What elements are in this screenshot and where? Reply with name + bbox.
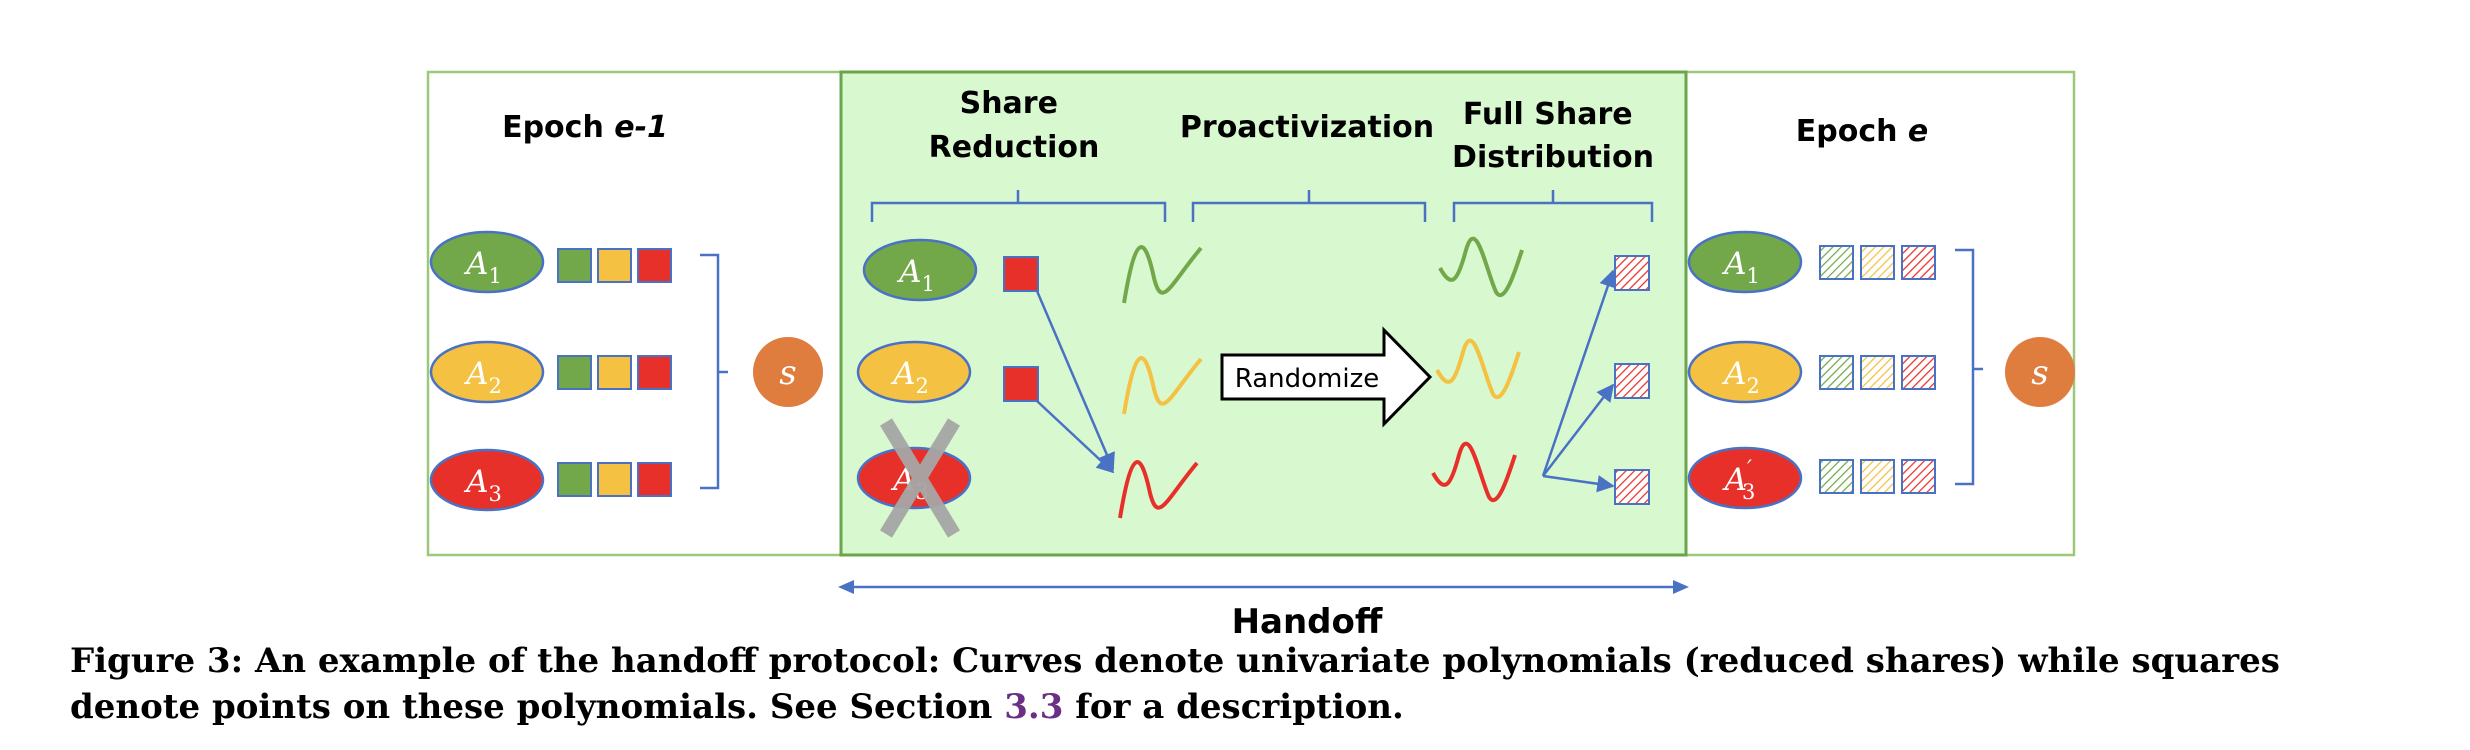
figure-caption: Figure 3: An example of the handoff prot… (70, 641, 2280, 727)
distribution-arrow-3 (1542, 474, 1615, 493)
reduced-polynomial-curve-green (1122, 245, 1203, 304)
share-squares-row-2 (557, 355, 672, 390)
distribution-arrow-1 (1541, 269, 1617, 477)
secret-node-right: s (2005, 337, 2075, 407)
svg-text:A2: A2 (890, 356, 929, 398)
full-share-point-3 (1614, 469, 1650, 505)
full-share-point-1 (1614, 255, 1650, 291)
svg-text:A1: A1 (463, 246, 502, 288)
svg-text:A2: A2 (1721, 356, 1760, 398)
new-server-node-a2: A2 (1687, 340, 1803, 404)
phase-title-share-reduction: Share Reduction (929, 86, 1100, 165)
share-squares-row-3 (557, 462, 672, 497)
svg-text:Randomize: Randomize (1235, 364, 1380, 394)
new-share-squares-row-3 (1819, 459, 1936, 494)
svg-text:s: s (779, 353, 796, 393)
interpolation-arrow-1 (1035, 290, 1115, 471)
section-link[interactable]: 3.3 (1004, 687, 1064, 727)
reduced-share-point-1 (1003, 256, 1039, 292)
svg-text:A2: A2 (463, 356, 502, 398)
handoff-diagram: Epoch e-1 A1 A2 A3 s Share Reduction Pro… (426, 70, 2076, 640)
new-server-node-a1: A1 (1687, 230, 1803, 294)
secret-node-left: s (753, 337, 823, 407)
new-share-squares-row-2 (1819, 355, 1936, 390)
full-polynomial-curve-yellow (1435, 338, 1521, 399)
svg-text:s: s (2031, 353, 2048, 393)
epoch-right-title: Epoch e (1796, 114, 1929, 149)
phase-title-proactivization: Proactivization (1180, 110, 1434, 145)
reduced-polynomial-curve-red (1118, 460, 1199, 519)
handoff-server-a2: A2 (856, 340, 972, 404)
svg-text:A′3: A′ 3 (1722, 457, 1756, 504)
server-node-a1: A1 (429, 230, 545, 294)
svg-text:A1: A1 (896, 254, 935, 296)
new-share-squares-row-1 (1819, 245, 1936, 280)
handoff-server-a1: A1 (862, 238, 978, 302)
right-brace-left (700, 253, 728, 490)
distribution-arrow-2 (1542, 383, 1615, 477)
full-polynomial-curve-red (1431, 441, 1517, 502)
right-brace-right (1955, 248, 1983, 486)
interpolation-arrow-2 (1036, 400, 1115, 474)
full-share-point-2 (1614, 363, 1650, 399)
cross-out-icon (880, 418, 960, 538)
svg-text:A3: A3 (463, 464, 502, 506)
phase-title-full-share-distribution: Full Share Distribution (1452, 97, 1654, 175)
phase-brace-proactivization (1191, 190, 1427, 222)
share-squares-row-1 (557, 248, 672, 283)
handoff-span-arrow (838, 580, 1689, 594)
reduced-polynomial-curve-yellow (1122, 356, 1203, 415)
randomize-arrow: Randomize (1220, 326, 1433, 428)
svg-text:A1: A1 (1721, 246, 1760, 288)
phase-brace-share-reduction (870, 190, 1167, 222)
server-node-a3: A3 (429, 448, 545, 512)
server-node-a2: A2 (429, 340, 545, 404)
reduced-share-point-2 (1003, 366, 1039, 402)
full-polynomial-curve-green (1438, 236, 1524, 297)
handoff-label: Handoff (1232, 602, 1383, 640)
phase-brace-full-share-distribution (1452, 190, 1654, 222)
epoch-left-title: Epoch e-1 (502, 110, 668, 145)
new-server-node-a3-prime: A′ 3 (1687, 446, 1803, 510)
